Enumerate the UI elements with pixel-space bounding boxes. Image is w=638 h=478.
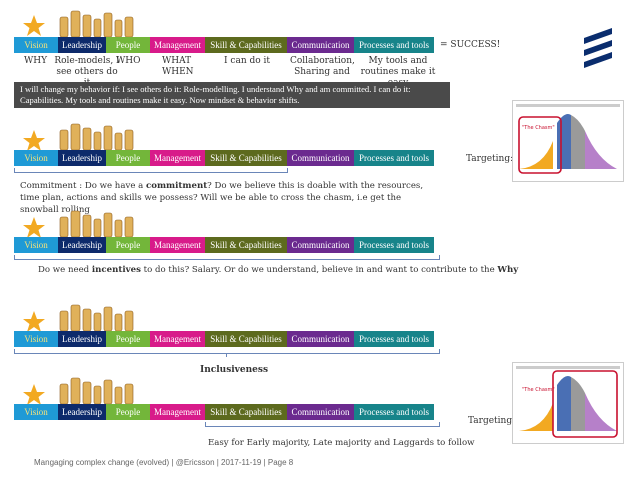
star-icon [23, 217, 45, 238]
bar-vision: Vision [14, 150, 58, 166]
bar-processes-tools: Processes and tools [354, 331, 434, 347]
change-factors-bar: Vision Leadership People Management Skil… [14, 331, 434, 347]
chess-pieces-icon [59, 10, 134, 38]
bar-management: Management [150, 404, 205, 420]
bar-processes-tools: Processes and tools [354, 150, 434, 166]
bar-people: People [106, 37, 150, 53]
chess-pieces-icon [59, 304, 134, 332]
label-what-when: WHAT WHEN [162, 56, 194, 77]
early-majority-caption: Easy for Early majority, Late majority a… [208, 438, 475, 448]
label-i-can-do-it: I can do it [224, 56, 271, 66]
svg-text:"The Chasm": "The Chasm" [522, 125, 555, 131]
targeting-label: Targeting: [468, 416, 516, 426]
bar-skill-capabilities: Skill & Capabilities [205, 237, 287, 253]
bar-skill-capabilities: Skill & Capabilities [205, 331, 287, 347]
bar-leadership: Leadership [58, 150, 106, 166]
bar-vision: Vision [14, 404, 58, 420]
incentives-keyword: incentives [91, 265, 141, 275]
bar-people: People [106, 331, 150, 347]
svg-text:"The Chasm": "The Chasm" [522, 387, 555, 393]
bar-processes-tools: Processes and tools [354, 404, 434, 420]
change-factors-bar: Vision Leadership People Management Skil… [14, 237, 434, 253]
bar-people: People [106, 150, 150, 166]
bracket [14, 168, 288, 173]
incentives-text-mid: to do this? Salary. Or do we understand,… [140, 265, 498, 275]
ericsson-logo-icon [584, 28, 612, 68]
change-factors-bar: Vision Leadership People Management Skil… [14, 37, 434, 53]
bracket [205, 422, 440, 427]
bar-communication: Communication [287, 404, 354, 420]
label-collaboration: Collaboration, Sharing and [290, 56, 355, 77]
bar-people: People [106, 404, 150, 420]
bar-management: Management [150, 237, 205, 253]
commitment-text-post: ? Do we believe this is doable with the … [20, 181, 424, 215]
bar-processes-tools: Processes and tools [354, 237, 434, 253]
success-label: = SUCCESS! [440, 40, 501, 50]
label-why: WHY [24, 56, 48, 66]
chess-pieces-icon [59, 210, 134, 238]
bar-management: Management [150, 150, 205, 166]
star-icon [23, 130, 45, 151]
bar-management: Management [150, 331, 205, 347]
bracket [14, 255, 440, 260]
change-factors-bar: Vision Leadership People Management Skil… [14, 404, 434, 420]
commitment-keyword: commitment [146, 181, 208, 191]
star-icon [23, 15, 45, 36]
bracket-tick [226, 353, 227, 357]
bar-skill-capabilities: Skill & Capabilities [205, 404, 287, 420]
bar-processes-tools: Processes and tools [354, 37, 434, 53]
bar-communication: Communication [287, 37, 354, 53]
star-icon [23, 311, 45, 332]
bar-communication: Communication [287, 150, 354, 166]
bar-vision: Vision [14, 237, 58, 253]
incentives-text-pre: Do we need [38, 265, 92, 275]
commitment-text-pre: Commitment : Do we have a [20, 181, 146, 191]
bar-leadership: Leadership [58, 37, 106, 53]
bar-people: People [106, 237, 150, 253]
bar-vision: Vision [14, 37, 58, 53]
label-who: WHO [116, 56, 141, 66]
bracket [14, 349, 440, 354]
bar-communication: Communication [287, 331, 354, 347]
bar-leadership: Leadership [58, 237, 106, 253]
star-icon [23, 384, 45, 405]
adoption-curve-chart-icon: "The Chasm" [512, 100, 624, 182]
incentives-text: Do we need incentives to do this? Salary… [38, 265, 518, 275]
bar-skill-capabilities: Skill & Capabilities [205, 150, 287, 166]
inclusiveness-caption: Inclusiveness [200, 365, 269, 375]
bar-leadership: Leadership [58, 331, 106, 347]
targeting-label: Targeting: [466, 154, 514, 164]
why-keyword: Why [497, 265, 519, 275]
bar-management: Management [150, 37, 205, 53]
footer: Mangaging complex change (evolved) | @Er… [34, 458, 294, 467]
change-factors-bar: Vision Leadership People Management Skil… [14, 150, 434, 166]
bar-communication: Communication [287, 237, 354, 253]
bar-vision: Vision [14, 331, 58, 347]
chess-pieces-icon [59, 123, 134, 151]
commitment-text: Commitment : Do we have a commitment? Do… [20, 180, 430, 216]
bar-skill-capabilities: Skill & Capabilities [205, 37, 287, 53]
chess-pieces-icon [59, 377, 134, 405]
behavior-banner: I will change my behavior if: I see othe… [14, 82, 450, 108]
bar-leadership: Leadership [58, 404, 106, 420]
adoption-curve-chart-icon: "The Chasm" [512, 362, 624, 444]
